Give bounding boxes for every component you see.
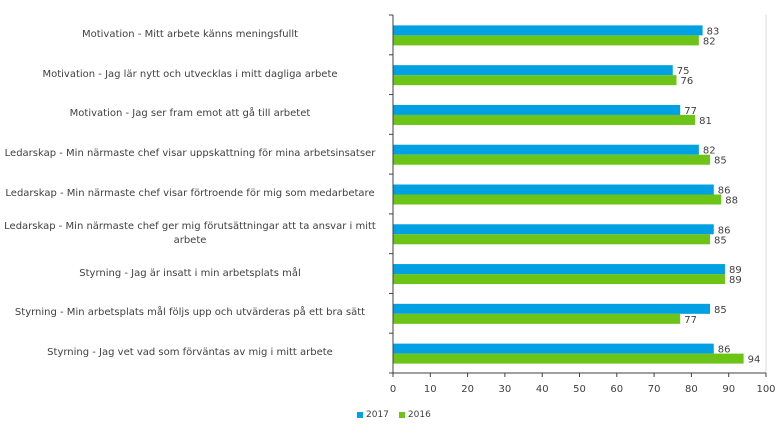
data-label-2016-5: 85 [714,235,727,246]
data-label-2016-1: 76 [680,76,693,87]
data-label-2016-8: 94 [748,355,761,366]
bar-2017-8 [393,343,714,354]
bar-2017-4 [393,184,714,195]
x-tick-label: 40 [536,384,549,395]
bar-2017-1 [393,65,673,76]
bar-2016-4 [393,194,722,205]
x-tick-label: 20 [461,384,474,395]
legend-item-2017: 2017 [357,410,389,420]
category-label: Motivation - Jag lär nytt och utvecklas … [42,68,338,80]
category-label: Ledarskap - Min närmaste chef ger mig fö… [4,220,376,246]
bar-2017-5 [393,224,714,235]
bar-2016-8 [393,353,744,364]
data-label-2017-7: 85 [714,305,727,316]
category-label: Motivation - Mitt arbete känns meningsfu… [81,28,299,40]
legend-swatch-2017 [357,412,363,418]
data-label-2016-6: 89 [729,275,742,286]
category-label: Styrning - Jag är insatt i min arbetspla… [79,267,301,279]
legend-label-2017: 2017 [366,410,389,420]
bar-2016-2 [393,114,696,125]
data-label-2017-2: 77 [684,106,697,117]
x-tick-label: 90 [722,384,735,395]
x-tick-label: 80 [685,384,698,395]
bar-2016-6 [393,274,725,285]
data-label-2016-7: 77 [684,315,697,326]
data-label-2017-3: 82 [703,146,716,157]
bar-2016-1 [393,75,677,86]
data-label-2016-3: 85 [714,156,727,167]
x-tick-label: 60 [610,384,623,395]
x-tick-label: 70 [648,384,661,395]
category-label: Ledarskap - Min närmaste chef visar upps… [4,148,376,160]
data-label-2017-6: 89 [729,265,742,276]
data-label-2016-0: 82 [703,36,716,47]
x-tick-label: 30 [499,384,512,395]
category-label: Styrning - Min arbetsplats mål följs upp… [14,307,366,319]
data-label-2017-0: 83 [707,26,720,37]
x-tick-label: 0 [390,384,396,395]
x-tick-label: 50 [573,384,586,395]
data-label-2017-4: 86 [718,186,731,197]
bar-2016-7 [393,313,681,324]
bar-2017-0 [393,25,703,36]
legend-label-2016: 2016 [407,410,431,420]
legend: 2017 2016 [357,410,431,420]
bar-2017-3 [393,144,699,155]
data-label-2017-8: 86 [718,345,731,356]
bar-2016-5 [393,234,711,245]
bar-2016-3 [393,154,711,165]
legend-item-2016: 2016 [398,410,431,420]
bar-2017-7 [393,303,711,314]
legend-swatch-2016 [398,412,405,418]
data-label-2016-2: 81 [699,116,712,127]
x-tick-label: 10 [424,384,437,395]
bar-2016-0 [393,35,699,46]
category-label: Motivation - Jag ser fram emot att gå ti… [69,108,311,120]
category-label: Ledarskap - Min närmaste chef visar fört… [5,188,375,199]
bar-2017-2 [393,104,681,115]
category-label: Styrning - Jag vet vad som förväntas av … [47,347,333,359]
data-label-2016-4: 88 [725,196,738,207]
bar-2017-6 [393,264,725,275]
data-label-2017-5: 86 [718,225,731,236]
data-label-2017-1: 75 [677,66,690,77]
x-tick-label: 100 [756,384,775,395]
